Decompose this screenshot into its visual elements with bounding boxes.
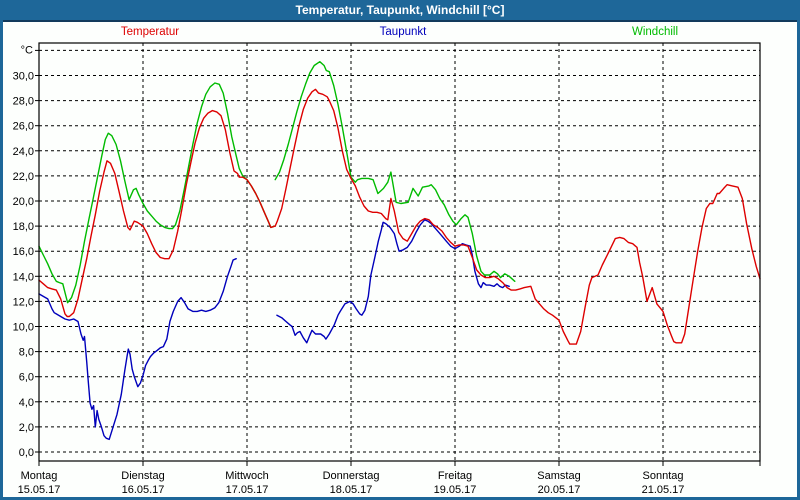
legend-label-taupunkt: Taupunkt — [379, 26, 427, 38]
legend-item-temperatur: Temperatur — [121, 26, 179, 38]
svg-text:26,0: 26,0 — [13, 121, 34, 133]
svg-text:19.05.17: 19.05.17 — [434, 484, 477, 496]
y-tick-labels: 0,0 2,0 4,0 6,0 8,0 10,0 12,0 14,0 16,0 18,0 20,0 2… — [13, 44, 34, 459]
svg-text:16,0: 16,0 — [13, 246, 34, 258]
svg-text:16.05.17: 16.05.17 — [122, 484, 165, 496]
x-ticks — [38, 461, 761, 466]
svg-text:6,0: 6,0 — [19, 372, 34, 384]
series-temperatur-line — [38, 88, 761, 345]
svg-text:28,0: 28,0 — [13, 96, 34, 108]
y-gridlines — [35, 49, 760, 453]
svg-text:Sonntag: Sonntag — [643, 470, 684, 482]
svg-text:Freitag: Freitag — [438, 470, 472, 482]
y-axis-unit-label: °C — [21, 44, 33, 56]
svg-text:17.05.17: 17.05.17 — [226, 484, 269, 496]
svg-text:Samstag: Samstag — [537, 470, 580, 482]
series-taupunkt-line — [38, 219, 510, 441]
legend-label-windchill: Windchill — [631, 26, 679, 38]
svg-text:4,0: 4,0 — [19, 397, 34, 409]
x-day-labels: Montag 15.05.17 Dienstag 16.05.17 Mittwoch 17… — [18, 470, 685, 496]
svg-text:8,0: 8,0 — [19, 347, 34, 359]
legend-item-windchill: Windchill — [632, 26, 678, 38]
svg-text:0,0: 0,0 — [19, 447, 34, 459]
svg-text:24,0: 24,0 — [13, 146, 34, 158]
svg-text:20,0: 20,0 — [13, 196, 34, 208]
svg-text:30,0: 30,0 — [13, 71, 34, 83]
title-bar: Temperatur, Taupunkt, Windchill [°C] — [3, 0, 797, 22]
x-gridlines — [142, 43, 664, 461]
svg-text:22,0: 22,0 — [13, 171, 34, 183]
plot-border — [38, 42, 761, 462]
svg-text:2,0: 2,0 — [19, 422, 34, 434]
page-title: Temperatur, Taupunkt, Windchill [°C] — [295, 3, 505, 17]
svg-text:21.05.17: 21.05.17 — [642, 484, 685, 496]
svg-text:Montag: Montag — [21, 470, 58, 482]
svg-text:15.05.17: 15.05.17 — [18, 484, 61, 496]
svg-text:20.05.17: 20.05.17 — [538, 484, 581, 496]
svg-text:14,0: 14,0 — [13, 271, 34, 283]
legend-item-taupunkt: Taupunkt — [380, 26, 427, 38]
legend-label-temperatur: Temperatur — [120, 26, 180, 38]
svg-text:18.05.17: 18.05.17 — [330, 484, 373, 496]
svg-text:Mittwoch: Mittwoch — [225, 470, 268, 482]
svg-text:10,0: 10,0 — [13, 322, 34, 334]
svg-text:12,0: 12,0 — [13, 296, 34, 308]
svg-text:Donnerstag: Donnerstag — [323, 470, 380, 482]
series-windchill-line — [38, 61, 516, 304]
svg-text:18,0: 18,0 — [13, 221, 34, 233]
svg-text:Dienstag: Dienstag — [121, 470, 164, 482]
